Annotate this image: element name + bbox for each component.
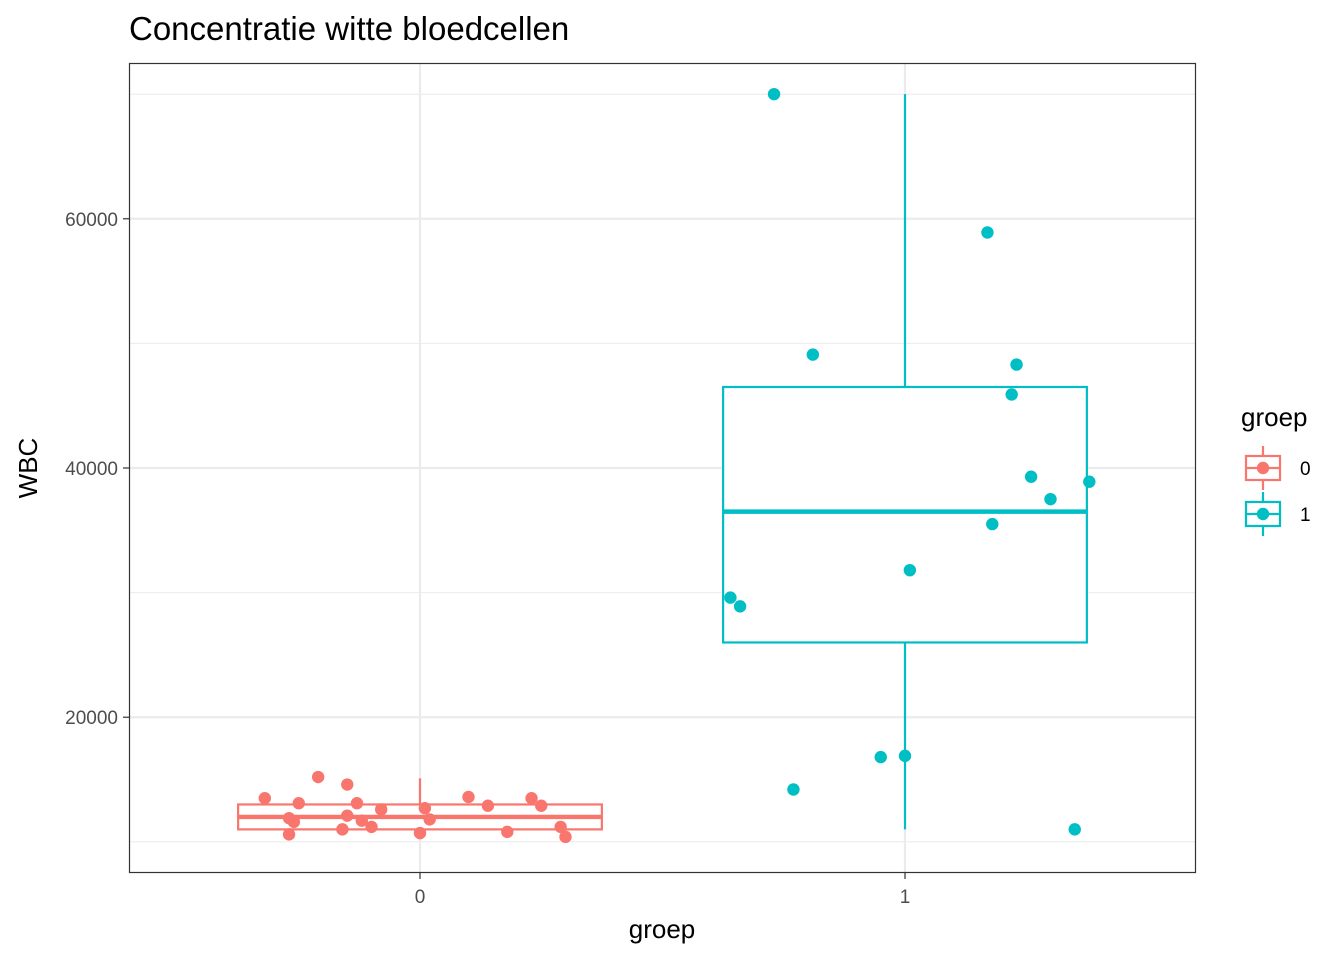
legend-label: 0 xyxy=(1300,459,1311,480)
data-point xyxy=(282,828,296,841)
y-tick-label: 60000 xyxy=(65,210,118,231)
x-tick-label: 0 xyxy=(415,887,426,908)
data-point xyxy=(1068,823,1081,836)
data-point xyxy=(986,517,999,531)
data-point xyxy=(981,226,994,239)
legend-key-point xyxy=(1256,461,1270,475)
grid-minor xyxy=(129,93,1196,843)
box-group-1 xyxy=(722,94,1088,830)
data-point xyxy=(903,563,917,577)
data-point xyxy=(292,797,305,810)
data-point xyxy=(355,814,368,827)
legend-key-0 xyxy=(1244,446,1282,490)
x-axis-title: groep xyxy=(629,914,696,944)
data-point xyxy=(535,799,548,812)
legend-label: 1 xyxy=(1300,505,1311,526)
chart-title: Concentratie witte bloedcellen xyxy=(129,10,569,47)
legend-key-1 xyxy=(1244,492,1282,536)
y-axis-title: WBC xyxy=(13,438,43,499)
data-point xyxy=(898,749,912,763)
data-point xyxy=(724,591,737,604)
data-point xyxy=(501,825,514,839)
y-tick-label: 40000 xyxy=(65,459,118,480)
data-point xyxy=(365,820,378,834)
data-point xyxy=(554,820,567,834)
data-point xyxy=(375,803,388,816)
x-tick-label: 1 xyxy=(900,887,911,908)
data-point xyxy=(258,792,271,805)
data-point xyxy=(287,815,301,829)
box-iqr xyxy=(722,385,1088,644)
data-point xyxy=(1083,475,1096,488)
data-point xyxy=(481,799,495,812)
data-point xyxy=(423,813,436,826)
data-point xyxy=(341,778,354,791)
data-point xyxy=(1024,470,1038,483)
data-point xyxy=(874,750,887,764)
data-point xyxy=(336,823,349,836)
data-point xyxy=(733,600,747,613)
y-axis: 20000 40000 60000 xyxy=(65,210,129,729)
y-tick-label: 20000 xyxy=(65,708,118,729)
legend-title: groep xyxy=(1241,402,1308,432)
data-point xyxy=(311,770,325,784)
legend-key-point xyxy=(1256,507,1270,521)
data-point xyxy=(1044,492,1057,506)
data-point xyxy=(418,802,432,815)
data-point xyxy=(1005,388,1018,401)
data-point xyxy=(525,792,538,805)
legend: groep 0 1 xyxy=(1241,402,1311,536)
data-point xyxy=(767,87,781,101)
data-point xyxy=(341,809,354,822)
data-point xyxy=(1010,358,1023,371)
data-point xyxy=(806,348,820,361)
plot-area xyxy=(128,62,1197,874)
data-point xyxy=(787,783,800,796)
data-point xyxy=(350,797,364,810)
points xyxy=(258,87,1096,844)
data-point xyxy=(462,790,475,804)
data-point xyxy=(559,830,572,844)
data-point xyxy=(413,826,427,840)
plot-border xyxy=(128,62,1197,874)
